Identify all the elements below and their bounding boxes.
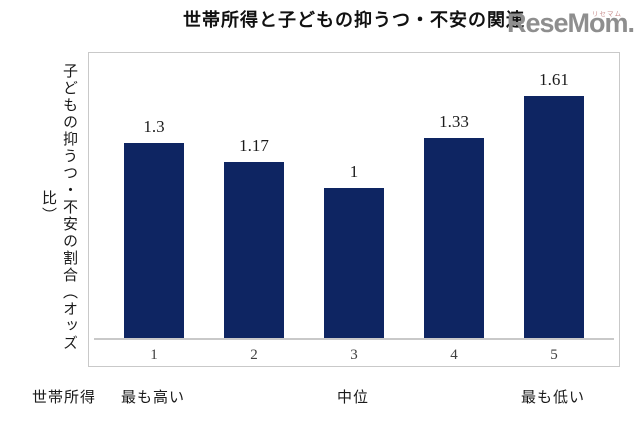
x-tick-label: 1	[150, 347, 158, 363]
x-tick-label: 2	[250, 347, 258, 363]
x-axis-line	[94, 338, 614, 340]
x-axis-annotation: 最も高い	[120, 390, 186, 406]
logo-wordmark: ReseMom.	[506, 8, 635, 38]
bar	[124, 143, 184, 338]
bar-value-label: 1.33	[439, 112, 469, 131]
logo-ruby-text: リセマム	[592, 11, 622, 18]
resemom-logo: リセマム ReseMom.	[504, 4, 635, 42]
x-tick-label: 4	[450, 347, 458, 363]
bar	[224, 162, 284, 338]
x-axis-annotation: 中位	[336, 390, 370, 406]
bar-value-label: 1.17	[239, 136, 269, 155]
chart-title: 世帯所得と子どもの抑うつ・不安の関連	[183, 10, 525, 30]
bar	[324, 188, 384, 338]
plot-area: 1.3 1 1.17 2 1 3 1.33 4 1.61 5	[88, 52, 620, 367]
bar	[424, 138, 484, 338]
bar-value-label: 1	[349, 162, 359, 181]
x-tick-label: 5	[550, 347, 558, 363]
x-tick-label: 3	[350, 347, 358, 363]
bar	[524, 96, 584, 338]
y-axis-label: 子どもの抑うつ・不安の割合（オッズ比）	[40, 62, 77, 352]
x-axis-title: 世帯所得	[32, 390, 97, 406]
bar-value-label: 1.61	[539, 70, 569, 89]
x-axis-annotation: 最も低い	[520, 390, 586, 406]
bar-value-label: 1.3	[143, 117, 165, 136]
